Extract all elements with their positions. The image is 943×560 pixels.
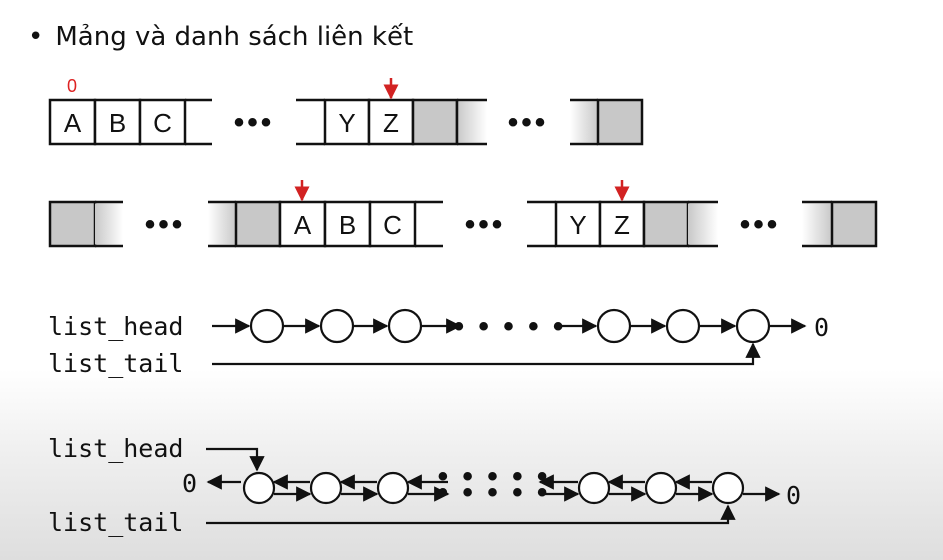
list-node bbox=[309, 471, 343, 505]
cell-label: Z bbox=[614, 210, 630, 240]
list-head-label: list_head bbox=[48, 312, 183, 341]
cell-label: B bbox=[109, 108, 126, 138]
null-label: 0 bbox=[814, 313, 829, 342]
bullet-icon: • bbox=[28, 22, 44, 52]
list-node bbox=[665, 308, 701, 344]
array-cell-filled bbox=[830, 200, 878, 248]
index-label: 0 bbox=[67, 76, 77, 96]
singly-linked-list bbox=[212, 308, 807, 366]
list-node bbox=[387, 308, 423, 344]
cell-label: B bbox=[339, 210, 356, 240]
array-cell bbox=[48, 98, 97, 146]
array-open-end bbox=[185, 98, 212, 146]
ellipsis: • • • • • bbox=[438, 460, 551, 493]
cell-label: C bbox=[153, 108, 172, 138]
list-node bbox=[644, 471, 678, 505]
null-label: 0 bbox=[182, 469, 197, 498]
array-open-start bbox=[296, 98, 325, 146]
cell-label: Y bbox=[338, 108, 355, 138]
list-head-label: list_head bbox=[48, 434, 183, 463]
array-cell bbox=[323, 200, 372, 248]
ellipsis: ••• bbox=[740, 208, 781, 241]
null-label: 0 bbox=[786, 481, 801, 510]
list-node bbox=[577, 471, 611, 505]
array-cell-filled bbox=[48, 200, 97, 248]
list-node bbox=[596, 308, 632, 344]
list-node bbox=[319, 308, 355, 344]
array-cell-fade bbox=[570, 101, 598, 143]
cell-label: C bbox=[383, 210, 402, 240]
array-row-2 bbox=[48, 200, 878, 248]
array-cell-fade bbox=[802, 203, 832, 245]
cell-label: Z bbox=[383, 108, 399, 138]
array-cell-fade bbox=[688, 203, 718, 245]
cell-label: A bbox=[64, 108, 82, 138]
cell-label: A bbox=[294, 210, 312, 240]
ellipsis: • • • • • bbox=[454, 310, 567, 343]
array-cell bbox=[367, 98, 415, 146]
array-cell bbox=[368, 200, 417, 248]
array-row-1 bbox=[48, 98, 644, 146]
list-node bbox=[711, 471, 745, 505]
list-node bbox=[735, 308, 771, 344]
array-cell-fade bbox=[208, 203, 236, 245]
array-cell-filled bbox=[642, 200, 690, 248]
list-node bbox=[242, 471, 276, 505]
ellipsis: • • • • • bbox=[438, 476, 551, 509]
array-cell-filled bbox=[596, 98, 644, 146]
doubly-linked-list bbox=[206, 447, 781, 525]
list-tail-label: list_tail bbox=[48, 349, 183, 378]
ellipsis: ••• bbox=[234, 106, 275, 139]
list-node bbox=[376, 471, 410, 505]
ellipsis: ••• bbox=[508, 106, 549, 139]
array-cell-filled bbox=[411, 98, 459, 146]
ellipsis: ••• bbox=[145, 208, 186, 241]
title-text: Mảng và danh sách liên kết bbox=[55, 22, 414, 52]
slide-title: • Mảng và danh sách liên kết bbox=[28, 22, 413, 52]
list-node bbox=[249, 308, 285, 344]
array-cell-fade bbox=[95, 203, 123, 245]
array-cell bbox=[138, 98, 187, 146]
array-cell-fade bbox=[457, 101, 487, 143]
ellipsis: ••• bbox=[465, 208, 506, 241]
list-tail-label: list_tail bbox=[48, 508, 183, 537]
array-cell bbox=[554, 200, 602, 248]
array-cell-filled bbox=[234, 200, 282, 248]
cell-label: Y bbox=[569, 210, 586, 240]
